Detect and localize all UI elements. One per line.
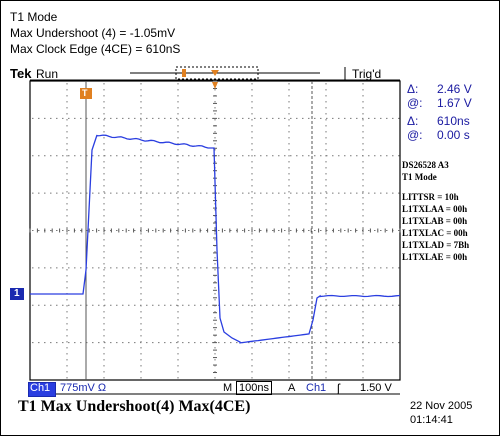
- ch1-badge-label: Ch1: [30, 382, 51, 394]
- ch1-badge: [28, 382, 56, 397]
- clock-edge-label: Max Clock Edge (4CE) = 610nS: [10, 42, 181, 56]
- tek-logo: Tek: [10, 66, 32, 81]
- time-delta-symbol: Δ:: [407, 114, 419, 128]
- volt-delta-symbol: Δ:: [407, 82, 419, 96]
- ch1-scale: 775mV Ω: [60, 382, 107, 394]
- device-label: DS26528 A3: [402, 160, 449, 170]
- time-at-symbol: @:: [407, 128, 423, 142]
- time-delta-value: 610ns: [437, 114, 470, 128]
- trigger-point-icon: [212, 82, 218, 89]
- capture-date: 22 Nov 2005: [410, 400, 473, 412]
- caption-text: T1 Max Undershoot(4) Max(4CE): [18, 398, 251, 415]
- trigger-marker-label: T: [82, 88, 88, 98]
- time-at-value: 0.00 s: [437, 128, 470, 142]
- volt-at-value: 1.67 V: [437, 96, 472, 110]
- ch1-ground-label: 1: [14, 288, 20, 299]
- ch1-waveform: [30, 134, 401, 344]
- a-label: A: [288, 382, 296, 394]
- capture-time: 01:14:41: [410, 414, 453, 426]
- mode-title: T1 Mode: [10, 10, 58, 24]
- record-view-window: [175, 66, 259, 80]
- register-line: LITTSR = 10h: [402, 192, 459, 202]
- trigger-level: 1.50 V: [360, 382, 392, 394]
- trigger-channel: Ch1: [306, 382, 327, 394]
- register-line: L1TXLAE = 00h: [402, 252, 468, 262]
- trigger-slope-icon: ʃ: [337, 381, 340, 395]
- device-mode-label: T1 Mode: [402, 172, 437, 182]
- register-line: L1TXLAB = 00h: [402, 216, 468, 226]
- register-line: L1TXLAA = 00h: [402, 204, 468, 214]
- record-view-marker-icon: [182, 69, 186, 77]
- timebase-value: 100ns: [236, 381, 272, 395]
- graticule-grid: [29, 80, 401, 379]
- m-label: M: [223, 382, 233, 394]
- undershoot-label: Max Undershoot (4) = -1.05mV: [10, 26, 176, 40]
- register-line: L1TXLAC = 00h: [402, 228, 468, 238]
- run-status: Run: [36, 67, 59, 81]
- trigger-marker-icon: [80, 88, 92, 99]
- trigger-status: Trig'd: [352, 67, 382, 81]
- trigger-position-icon: [211, 70, 219, 76]
- volt-at-symbol: @:: [407, 96, 423, 110]
- register-line: L1TXLAD = 7Bh: [402, 240, 470, 250]
- volt-delta-value: 2.46 V: [437, 82, 472, 96]
- ch1-ground-marker-icon: [10, 288, 24, 300]
